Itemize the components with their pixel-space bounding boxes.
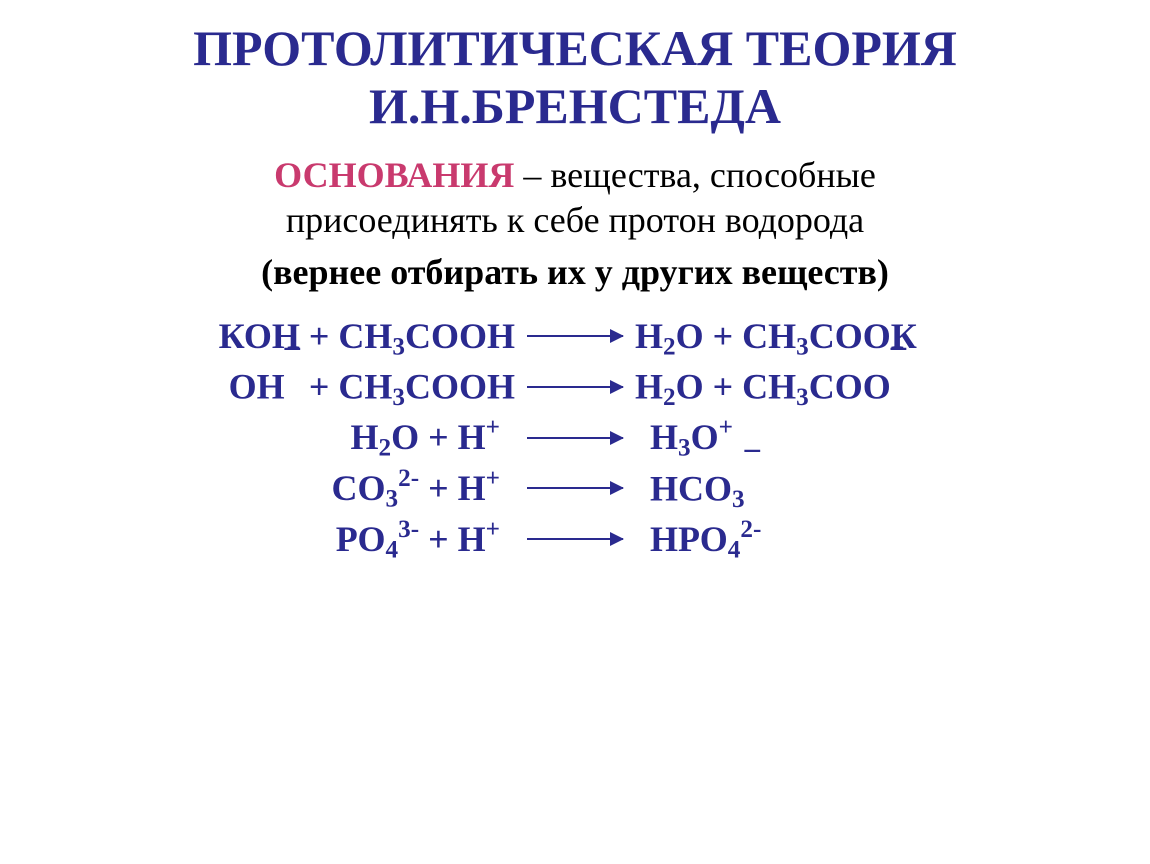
definition-rest-1: вещества, способные bbox=[550, 155, 875, 195]
equation-lhs: ОН¯ + СН3СООН bbox=[155, 361, 515, 412]
equation-block: КОН + СН3СООНН2О + СН3СООКОН¯ + СН3СООНН… bbox=[0, 311, 1150, 564]
equation-lhs: КОН + СН3СООН bbox=[155, 311, 515, 361]
equation-lhs: РО43- + Н+ bbox=[280, 514, 500, 564]
slide: ПРОТОЛИТИЧЕСКАЯ ТЕОРИЯ И.Н.БРЕНСТЕДА ОСН… bbox=[0, 0, 1150, 864]
equation-rhs: НСО3¯ bbox=[650, 463, 870, 514]
equation-lhs: Н2О + Н+ bbox=[280, 412, 500, 462]
definition-line-2: присоединять к себе протон водорода bbox=[0, 198, 1150, 243]
equation-row: ОН¯ + СН3СООН Н2О + СН3СОО¯ bbox=[155, 361, 995, 412]
equation-rhs: НРО42- bbox=[650, 514, 870, 564]
equation-rhs: Н2О + СН3СОО¯ bbox=[635, 361, 995, 412]
equation-rhs: Н3О+ bbox=[650, 412, 870, 462]
equation-row: Н2О + Н+ Н3О+ bbox=[280, 412, 870, 462]
parenthetical: (вернее отбирать их у других веществ) bbox=[0, 251, 1150, 293]
equation-row: РО43- + Н+ НРО42- bbox=[280, 514, 870, 564]
arrow-icon bbox=[515, 335, 635, 337]
equation-lhs: СО32- + Н+ bbox=[280, 463, 500, 513]
title-line-2: И.Н.БРЕНСТЕДА bbox=[0, 78, 1150, 136]
arrow-icon bbox=[500, 487, 650, 489]
definition-lead: ОСНОВАНИЯ bbox=[274, 155, 514, 195]
title-line-1: ПРОТОЛИТИЧЕСКАЯ ТЕОРИЯ bbox=[0, 20, 1150, 78]
equation-row: СО32- + Н+ НСО3¯ bbox=[280, 463, 870, 514]
equation-row: КОН + СН3СООН Н2О + СН3СООК bbox=[155, 311, 995, 361]
equation-rhs: Н2О + СН3СООК bbox=[635, 311, 995, 361]
slide-title: ПРОТОЛИТИЧЕСКАЯ ТЕОРИЯ И.Н.БРЕНСТЕДА bbox=[0, 20, 1150, 135]
arrow-icon bbox=[515, 386, 635, 388]
definition-line-1: ОСНОВАНИЯ – вещества, способные bbox=[0, 153, 1150, 198]
arrow-icon bbox=[500, 538, 650, 540]
definition: ОСНОВАНИЯ – вещества, способные присоеди… bbox=[0, 153, 1150, 243]
arrow-icon bbox=[500, 437, 650, 439]
definition-sep: – bbox=[514, 155, 550, 195]
